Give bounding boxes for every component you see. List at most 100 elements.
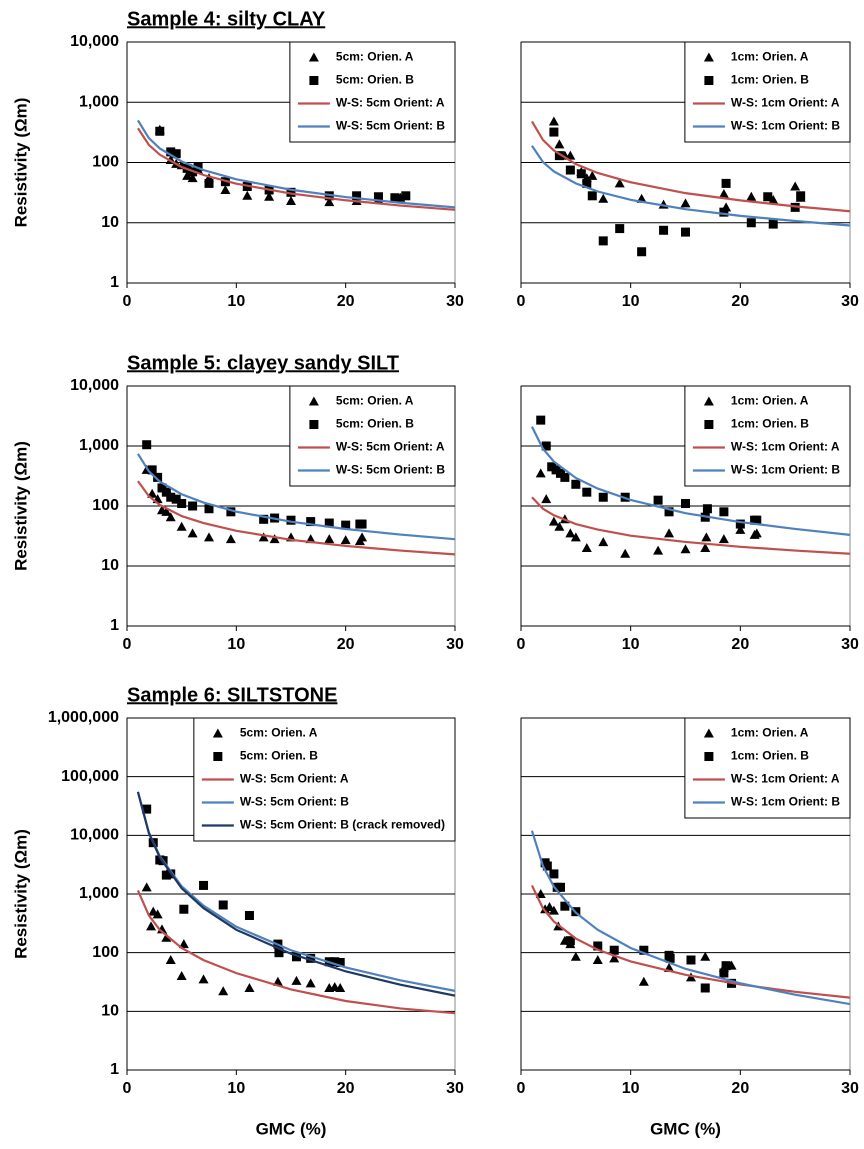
fit-curve xyxy=(531,145,850,227)
square-marker xyxy=(324,518,334,528)
triangle-marker xyxy=(592,954,603,964)
square-marker xyxy=(286,187,296,197)
y-axis-label: Resistivity (Ωm) xyxy=(11,829,30,959)
square-marker xyxy=(549,127,559,137)
square-marker xyxy=(609,945,619,955)
triangle-marker xyxy=(701,532,712,542)
square-marker xyxy=(286,515,296,525)
square-marker xyxy=(155,126,165,136)
square-marker xyxy=(576,169,586,179)
x-tick-label: 20 xyxy=(731,1080,749,1097)
square-marker xyxy=(598,492,608,502)
x-tick-label: 0 xyxy=(517,636,526,653)
fit-curve xyxy=(136,119,455,209)
square-marker xyxy=(615,224,625,234)
square-marker xyxy=(390,193,400,203)
square-marker xyxy=(147,465,157,475)
square-marker xyxy=(704,752,714,761)
x-tick-label: 20 xyxy=(337,636,355,653)
square-marker xyxy=(555,882,565,892)
triangle-marker xyxy=(146,921,157,931)
triangle-marker xyxy=(548,905,559,915)
triangle-marker xyxy=(598,537,609,547)
square-marker xyxy=(213,752,223,761)
square-marker xyxy=(681,227,690,237)
legend-label: 5cm: Orien. B xyxy=(336,73,414,87)
square-marker xyxy=(330,957,340,967)
x-tick-label: 0 xyxy=(517,293,526,310)
triangle-marker xyxy=(554,139,565,149)
x-tick-label: 20 xyxy=(337,1080,355,1097)
x-tick-label: 30 xyxy=(841,636,859,653)
legend-label: W-S: 5cm Orient: A xyxy=(336,440,445,454)
square-marker xyxy=(554,151,564,161)
legend-label: W-S: 1cm Orient: A xyxy=(731,440,840,454)
fit-curve xyxy=(137,480,455,556)
square-marker xyxy=(565,936,575,946)
x-tick-label: 30 xyxy=(841,1080,859,1097)
square-marker xyxy=(598,236,608,246)
square-marker xyxy=(373,192,383,202)
triangle-marker xyxy=(735,524,746,534)
square-marker xyxy=(746,218,756,228)
square-marker xyxy=(704,420,714,429)
square-marker xyxy=(274,948,284,958)
triangle-marker xyxy=(156,924,167,934)
square-marker xyxy=(244,911,254,921)
fit-curve xyxy=(530,830,850,1006)
square-marker xyxy=(341,520,351,530)
chart-title: Sample 5: clayey sandy SILT xyxy=(127,352,399,374)
legend-label: 1cm: Orien. B xyxy=(731,417,809,431)
triangle-marker xyxy=(587,170,598,180)
square-marker xyxy=(681,499,690,509)
y-tick-label: 100 xyxy=(92,497,119,514)
y-tick-label: 1,000 xyxy=(79,885,119,902)
legend-box xyxy=(193,717,456,842)
square-marker xyxy=(763,192,773,202)
legend-label: W-S: 5cm Orient: B xyxy=(336,463,445,477)
triangle-marker xyxy=(554,521,565,531)
triangle-marker xyxy=(664,528,675,538)
square-marker xyxy=(665,953,675,963)
triangle-marker xyxy=(718,189,729,199)
legend-label: W-S: 1cm Orient: B xyxy=(731,795,840,809)
square-marker xyxy=(401,191,411,201)
triangle-marker xyxy=(548,516,559,526)
y-tick-label: 10,000 xyxy=(70,33,119,50)
square-marker xyxy=(796,191,806,201)
triangle-marker xyxy=(176,521,187,531)
triangle-marker xyxy=(242,190,253,200)
x-tick-label: 30 xyxy=(446,293,464,310)
x-tick-label: 20 xyxy=(337,293,355,310)
square-marker xyxy=(702,504,712,514)
square-marker xyxy=(639,945,649,955)
triangle-marker xyxy=(152,909,163,919)
square-marker xyxy=(571,479,581,489)
triangle-marker xyxy=(220,184,231,194)
legend-label: W-S: 5cm Orient: A xyxy=(336,96,445,110)
fit-curve xyxy=(531,120,850,213)
x-axis-label: GMC (%) xyxy=(256,1119,327,1138)
triangle-marker xyxy=(198,974,209,984)
legend-label: W-S: 1cm Orient: A xyxy=(731,772,840,786)
square-marker xyxy=(549,869,559,879)
triangle-marker xyxy=(272,976,283,986)
x-axis-label: GMC (%) xyxy=(650,1119,721,1138)
square-marker xyxy=(560,472,570,482)
triangle-marker xyxy=(225,534,236,544)
y-axis-label: Resistivity (Ωm) xyxy=(11,441,30,571)
legend-label: 5cm: Orien. A xyxy=(336,394,414,408)
legend: 5cm: Orien. A 5cm: Orien. B W-S: 5cm Orien… xyxy=(193,717,456,842)
triangle-marker xyxy=(187,173,198,183)
legend-label: 5cm: Orien. B xyxy=(336,417,414,431)
triangle-marker xyxy=(165,954,176,964)
square-marker xyxy=(204,504,214,514)
triangle-marker xyxy=(680,198,691,208)
triangle-marker xyxy=(218,986,229,996)
x-tick-label: 0 xyxy=(123,636,132,653)
triangle-marker xyxy=(581,542,592,552)
square-marker xyxy=(226,507,236,517)
x-tick-label: 20 xyxy=(731,636,749,653)
legend-label: W-S: 5cm Orient: A xyxy=(240,772,349,786)
